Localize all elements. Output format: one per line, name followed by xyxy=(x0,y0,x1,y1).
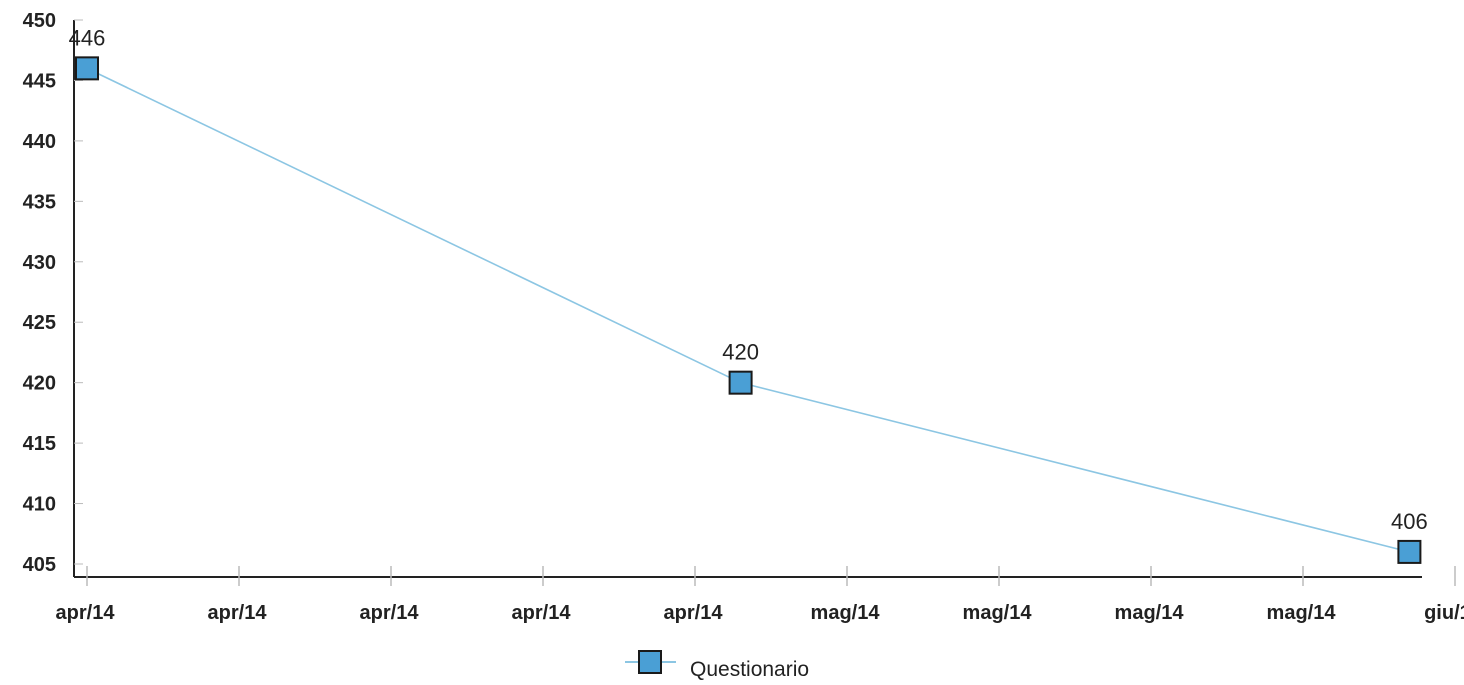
y-tick-label: 420 xyxy=(23,373,56,395)
y-tick-label: 445 xyxy=(23,70,56,92)
series-line xyxy=(86,67,1410,553)
data-label: 446 xyxy=(69,25,106,50)
x-tick-label: apr/14 xyxy=(360,602,420,624)
y-tick-label: 410 xyxy=(23,494,56,516)
legend-marker-swatch xyxy=(638,650,662,674)
y-axis: 405 410 415 420 425 430 435 440 445 450 xyxy=(23,10,83,577)
x-tick-label: mag/14 xyxy=(811,602,881,624)
x-tick-label: apr/14 xyxy=(56,602,116,624)
x-tick-label: mag/14 xyxy=(963,602,1033,624)
y-tick-label: 435 xyxy=(23,191,56,213)
y-tick-label: 425 xyxy=(23,312,56,334)
data-point-marker[interactable] xyxy=(728,370,753,395)
x-tick-label: mag/14 xyxy=(1267,602,1337,624)
y-tick-label: 405 xyxy=(23,554,56,576)
legend-label: Questionario xyxy=(690,658,809,681)
data-label: 420 xyxy=(722,340,759,365)
y-tick-label: 450 xyxy=(23,10,56,32)
x-tick-label: mag/14 xyxy=(1115,602,1185,624)
data-label: 406 xyxy=(1391,509,1428,534)
data-point-marker[interactable] xyxy=(75,56,99,81)
y-tick-label: 440 xyxy=(23,131,56,153)
y-tick-label: 430 xyxy=(23,252,56,274)
x-tick-label: apr/14 xyxy=(512,602,572,624)
x-axis: apr/14 apr/14 apr/14 apr/14 apr/14 mag/14 mag/… xyxy=(56,566,1464,624)
series-layer: 446 420 406 xyxy=(69,25,1428,564)
x-tick-label: giu/14 xyxy=(1424,602,1464,624)
legend[interactable]: Questionario xyxy=(625,650,809,681)
x-tick-label: apr/14 xyxy=(208,602,268,624)
y-tick-label: 415 xyxy=(23,433,56,455)
x-tick-label: apr/14 xyxy=(664,602,724,624)
data-point-marker[interactable] xyxy=(1397,539,1422,564)
